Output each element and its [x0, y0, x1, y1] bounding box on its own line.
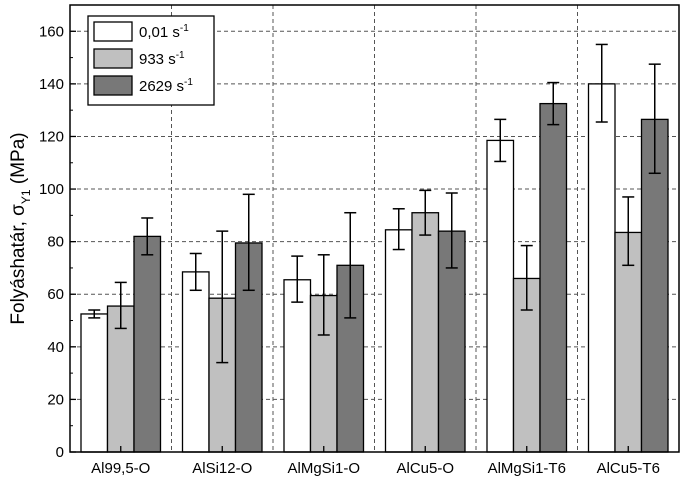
bar [106, 305, 135, 453]
bar [384, 229, 413, 453]
y-tick-label: 120 [39, 128, 64, 145]
bar [133, 235, 162, 453]
bar [640, 118, 669, 453]
y-tick-label: 60 [47, 286, 64, 303]
legend: 0,01 s-1 933 s-1 2629 s-1 [87, 15, 215, 106]
x-tick-label: Al99,5-O [91, 460, 150, 477]
y-tick-label: 40 [47, 339, 64, 356]
x-tick-label: AlMgSi1-T6 [488, 460, 566, 477]
x-tick-label: AlCu5-O [396, 460, 454, 477]
x-tick-label: AlSi12-O [192, 460, 252, 477]
y-tick-label: 20 [47, 391, 64, 408]
y-axis-title: Folyáshatár, σY1 (MPa) [8, 132, 33, 324]
bar [80, 313, 109, 453]
legend-swatch [93, 75, 133, 96]
legend-swatch [93, 48, 133, 69]
bar [486, 139, 515, 453]
bar [283, 279, 312, 453]
bar [411, 212, 440, 453]
legend-label: 933 s-1 [139, 50, 185, 68]
y-tick-label: 100 [39, 181, 64, 198]
legend-label: 2629 s-1 [139, 77, 193, 95]
y-tick-label: 140 [39, 76, 64, 93]
y-tick-label: 80 [47, 234, 64, 251]
x-tick-label: AlMgSi1-O [287, 460, 360, 477]
axes: 0 20 40 60 80 100 120 140 160 Al99,5-O AlSi12-O AlM… [39, 23, 660, 477]
legend-label: 0,01 s-1 [139, 23, 189, 41]
y-tick-label: 0 [56, 444, 64, 461]
x-tick-label: AlCu5-T6 [597, 460, 660, 477]
bar [539, 102, 568, 453]
legend-swatch [93, 21, 133, 42]
error-bars [88, 43, 661, 364]
plot-frame [69, 4, 680, 453]
bar [181, 271, 210, 453]
y-tick-label: 160 [39, 23, 64, 40]
bar [614, 231, 643, 453]
bar [587, 83, 616, 453]
